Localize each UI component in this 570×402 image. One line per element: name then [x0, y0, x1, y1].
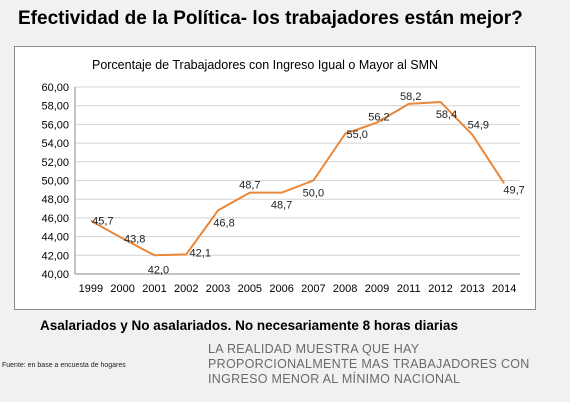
data-label: 50,0	[303, 188, 324, 200]
y-tick-label: 48,00	[41, 194, 69, 206]
y-tick-label: 58,00	[41, 101, 69, 113]
y-tick-label: 50,00	[41, 176, 69, 188]
x-tick-label: 2005	[238, 283, 262, 295]
y-tick-label: 56,00	[41, 119, 69, 131]
slide-title: Efectividad de la Política- los trabajad…	[18, 8, 523, 29]
x-tick-label: 2009	[365, 283, 389, 295]
series-line	[90, 100, 505, 257]
x-tick-label: 2006	[269, 283, 293, 295]
data-label: 42,0	[148, 264, 169, 276]
y-tick-label: 46,00	[41, 213, 69, 225]
data-label: 49,7	[503, 184, 524, 196]
x-tick-label: 2002	[174, 283, 198, 295]
data-label: 58,2	[400, 91, 421, 103]
y-tick-label: 44,00	[41, 232, 69, 244]
y-tick-label: 40,00	[41, 269, 69, 281]
y-tick-label: 60,00	[41, 82, 69, 94]
commentary-note: LA REALIDAD MUESTRA QUE HAY PROPORCIONAL…	[208, 342, 568, 387]
x-tick-label: 2008	[333, 283, 357, 295]
note-line: PROPORCIONALMENTE MAS TRABAJADORES CON	[208, 357, 530, 371]
y-tick-label: 54,00	[41, 138, 69, 150]
note-line: INGRESO MENOR AL MÍNIMO NACIONAL	[208, 372, 461, 386]
data-label: 48,7	[271, 200, 292, 212]
x-tick-label: 2001	[142, 283, 166, 295]
data-label: 56,2	[368, 112, 389, 124]
data-label: 45,7	[92, 216, 113, 228]
data-label: 48,7	[239, 180, 260, 192]
x-tick-label: 2013	[460, 283, 484, 295]
y-tick-label: 52,00	[41, 157, 69, 169]
note-line: LA REALIDAD MUESTRA QUE HAY	[208, 342, 420, 356]
line-chart: Porcentaje de Trabajadores con Ingreso I…	[41, 58, 524, 295]
data-label: 42,1	[190, 247, 211, 259]
x-tick-label: 1999	[79, 283, 103, 295]
chart-container: Porcentaje de Trabajadores con Ingreso I…	[14, 46, 536, 310]
chart-title: Porcentaje de Trabajadores con Ingreso I…	[92, 58, 438, 72]
x-tick-label: 2011	[397, 283, 421, 295]
x-tick-label: 2007	[301, 283, 325, 295]
y-tick-label: 42,00	[41, 250, 69, 262]
source-note: Fuente: en base a encuesta de hogares	[2, 362, 126, 369]
data-label: 55,0	[346, 129, 367, 141]
x-tick-label: 2003	[206, 283, 230, 295]
data-label: 46,8	[213, 217, 234, 229]
data-label: 58,4	[436, 109, 457, 121]
data-label: 54,9	[468, 120, 489, 132]
chart-subtitle: Asalariados y No asalariados. No necesar…	[40, 318, 458, 333]
x-tick-label: 2012	[428, 283, 452, 295]
x-tick-label: 2000	[110, 283, 134, 295]
x-tick-label: 2014	[492, 283, 516, 295]
data-label: 43,8	[124, 233, 145, 245]
